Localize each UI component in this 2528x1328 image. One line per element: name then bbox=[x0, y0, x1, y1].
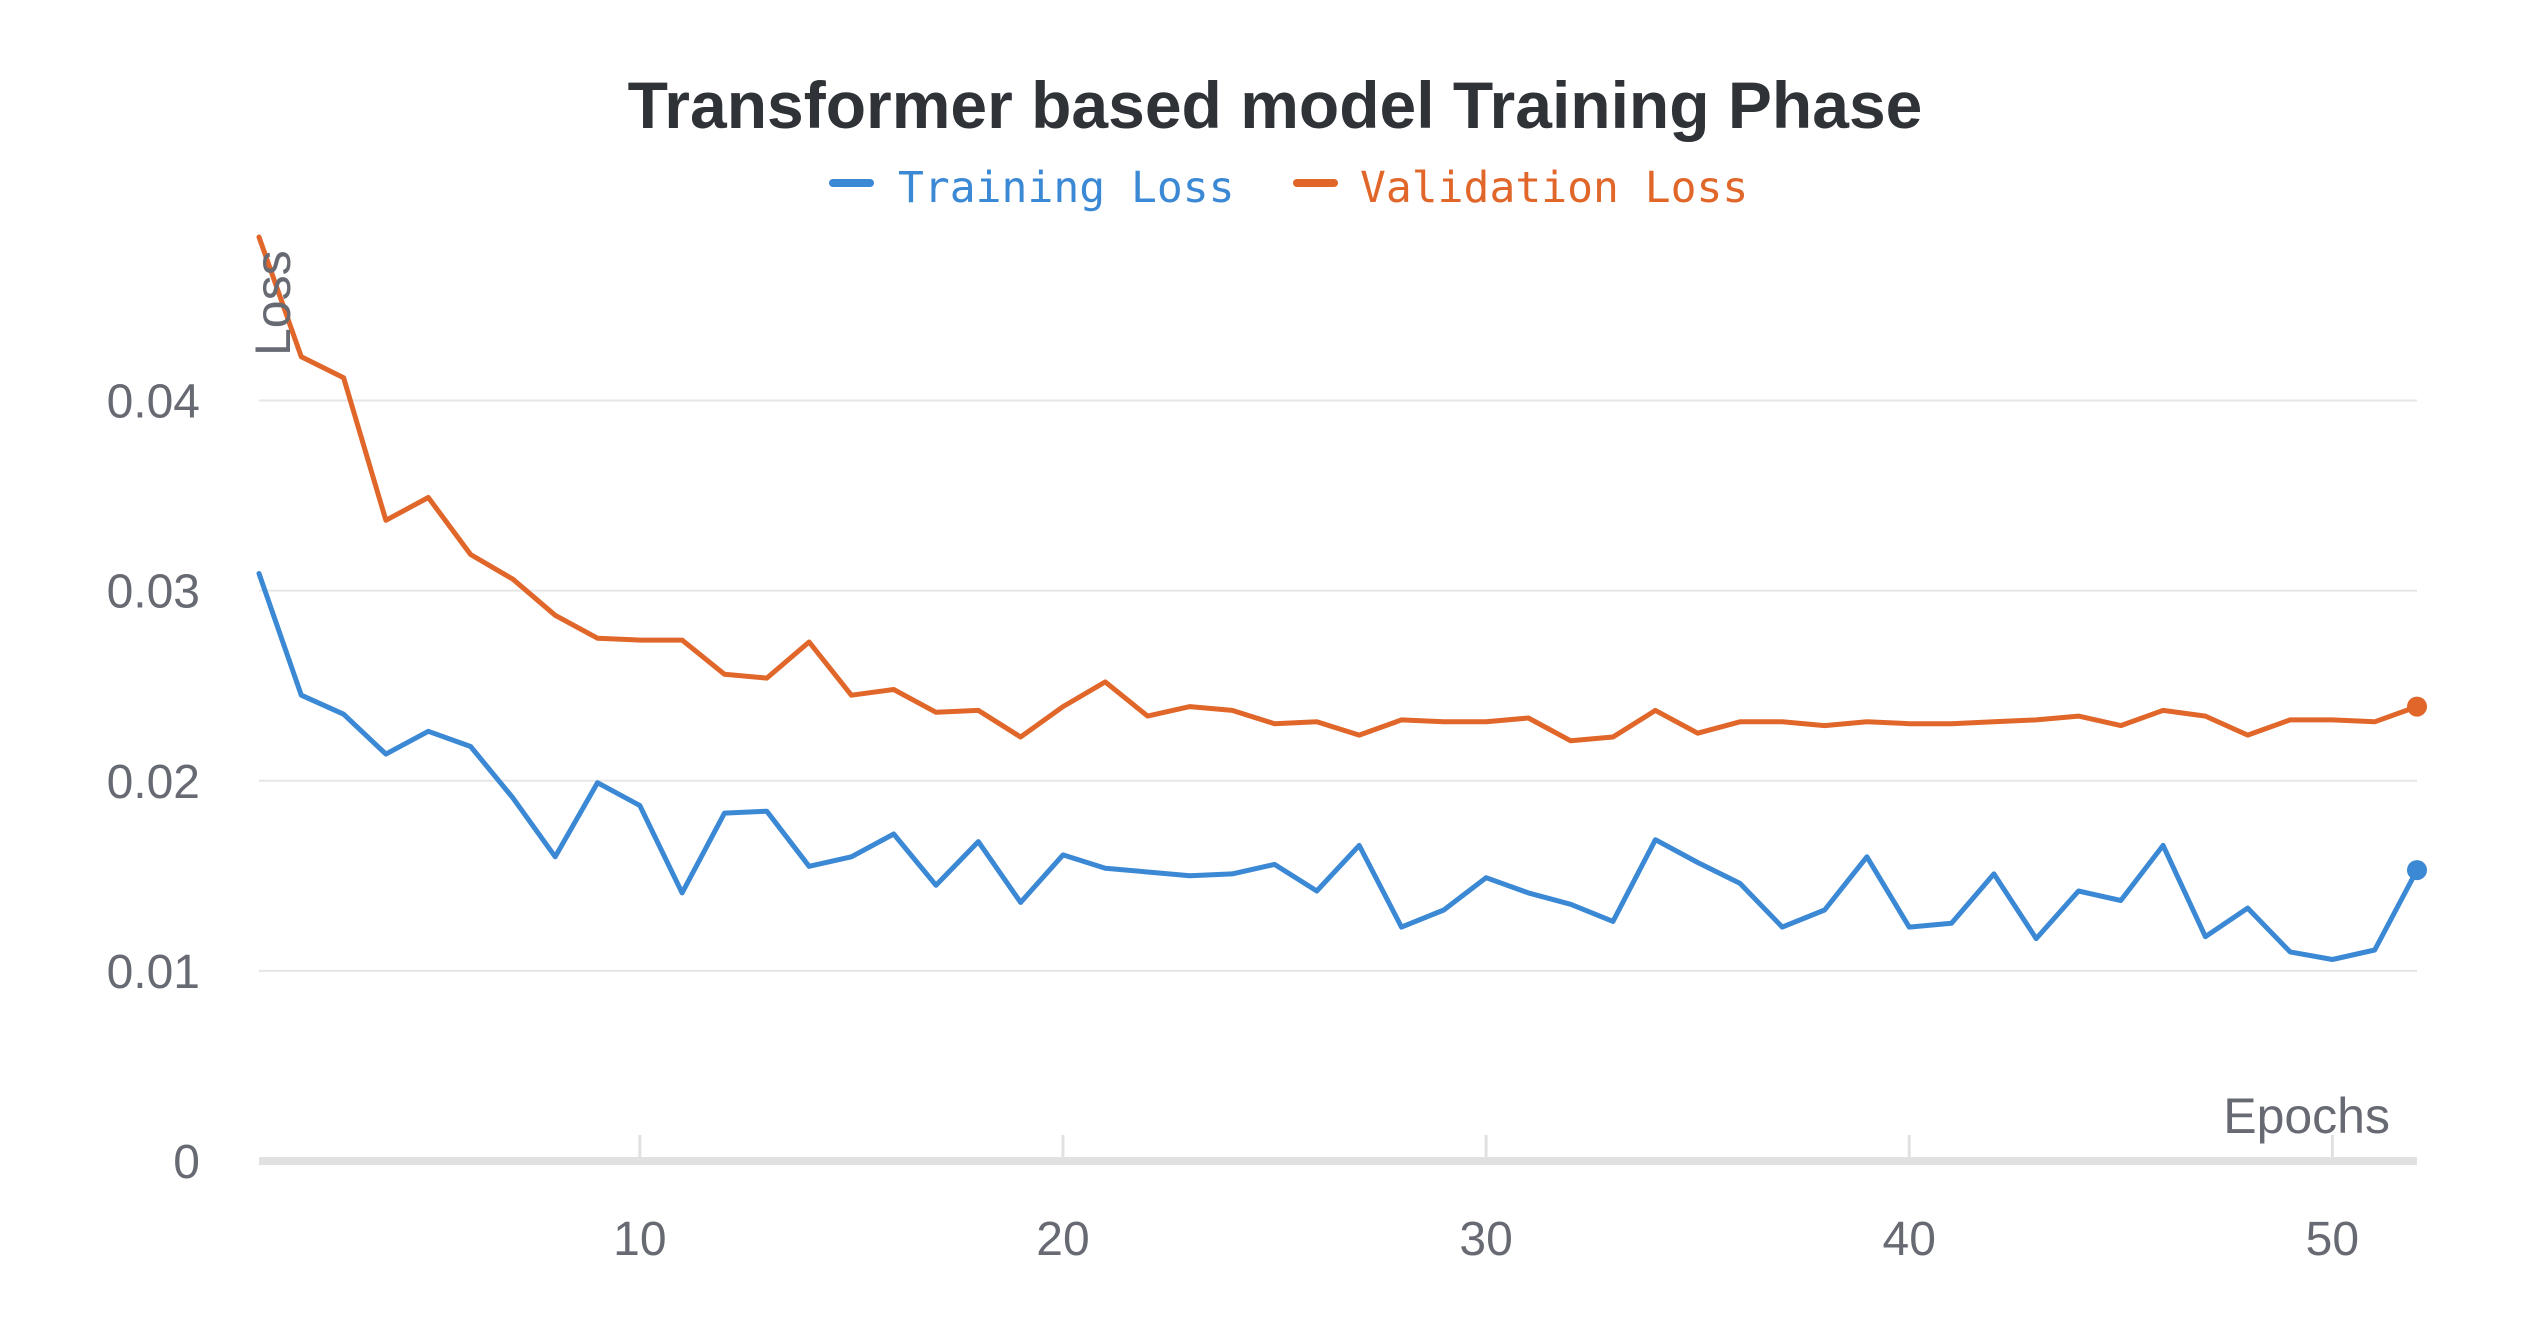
legend: Training Loss Validation Loss bbox=[829, 163, 1748, 213]
y-tick-label: 0.04 bbox=[107, 376, 200, 429]
y-tick-label: 0 bbox=[173, 1136, 200, 1189]
x-tick-label: 20 bbox=[1036, 1213, 1089, 1266]
x-tick-label: 10 bbox=[613, 1213, 666, 1266]
series-end-marker-validation-loss[interactable] bbox=[2407, 696, 2427, 717]
x-axis bbox=[259, 1135, 2417, 1165]
series-end-marker-training-loss[interactable] bbox=[2407, 860, 2427, 881]
y-tick-label: 0.03 bbox=[107, 566, 200, 619]
series-line-training-loss[interactable] bbox=[256, 571, 2420, 962]
y-axis-title: Loss bbox=[245, 250, 301, 356]
legend-item-training-loss[interactable]: Training Loss bbox=[829, 163, 1235, 213]
legend-label-validation-loss: Validation Loss bbox=[1360, 163, 1748, 213]
grid bbox=[259, 399, 2417, 972]
x-axis-title: Epochs bbox=[2223, 1088, 2390, 1144]
x-tick-label: 40 bbox=[1883, 1213, 1936, 1266]
series-line-validation-loss[interactable] bbox=[256, 234, 2420, 744]
y-tick-label: 0.02 bbox=[107, 756, 200, 809]
series-lines bbox=[256, 234, 2427, 962]
x-tick-label: 30 bbox=[1459, 1213, 1512, 1266]
legend-item-validation-loss[interactable]: Validation Loss bbox=[1293, 163, 1748, 213]
y-tick-label: 0.01 bbox=[107, 946, 200, 999]
x-tick-label: 50 bbox=[2306, 1213, 2359, 1266]
legend-label-training-loss: Training Loss bbox=[898, 163, 1235, 213]
y-axis-tick-labels: 0 0.01 0.02 0.03 0.04 bbox=[107, 376, 200, 1189]
x-axis-tick-labels: 10 20 30 40 50 bbox=[613, 1213, 2359, 1266]
chart-title: Transformer based model Training Phase bbox=[628, 68, 1923, 142]
